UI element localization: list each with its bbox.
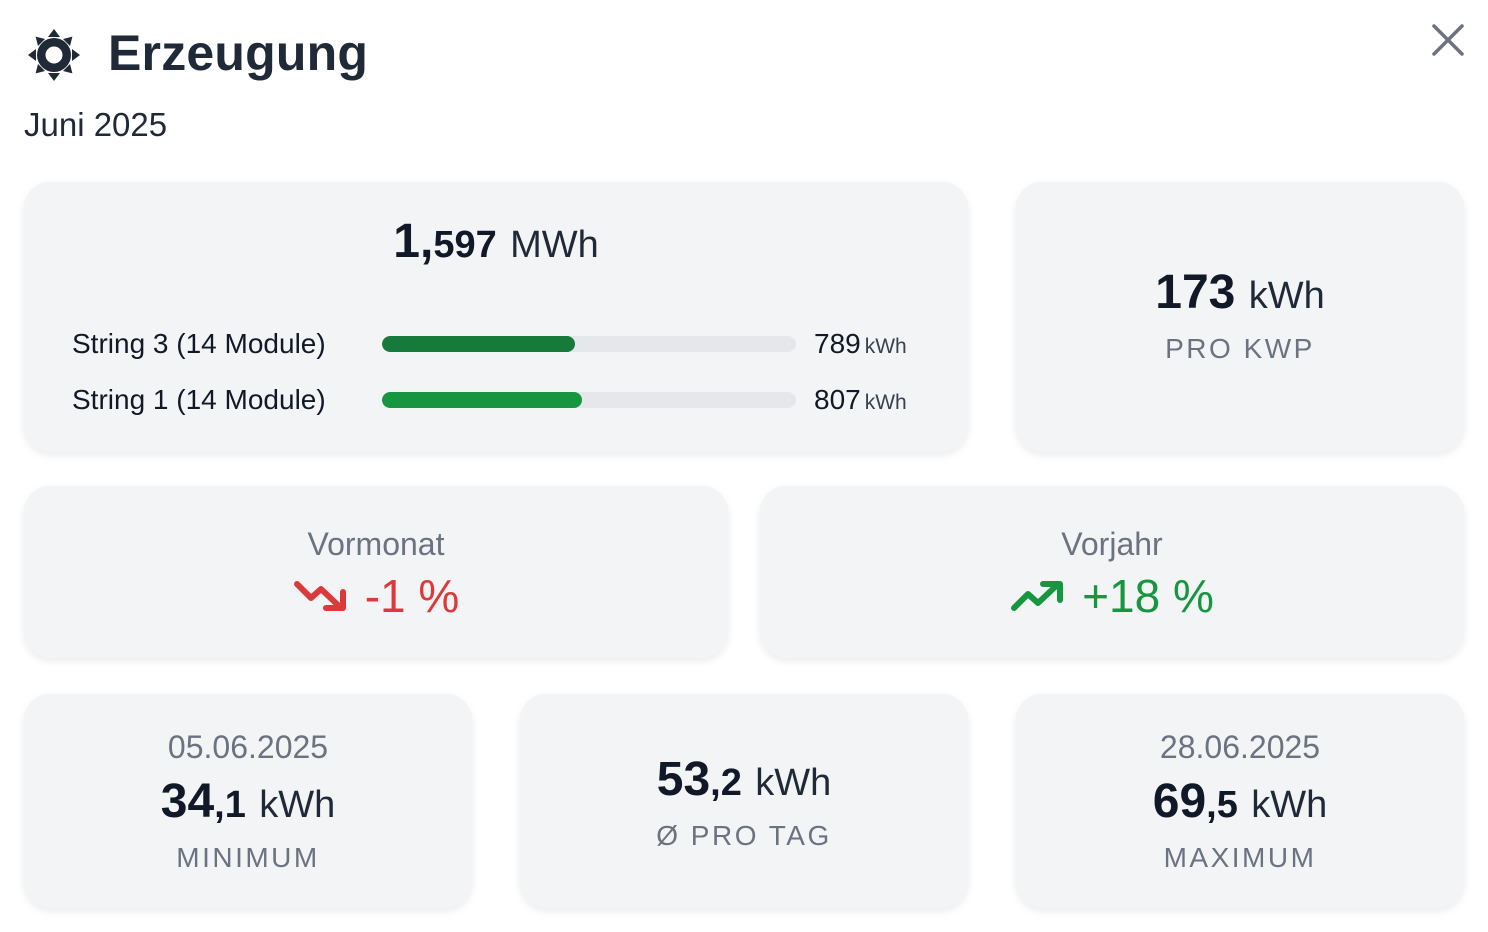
previous-year-card: Vorjahr +18 % [760,486,1464,658]
period-label: Juni 2025 [24,106,168,143]
minimum-card: 05.06.2025 34,1 kWh MINIMUM [24,694,472,908]
previous-month-value: -1 % [364,569,460,622]
per-kwp-caption: PRO KWP [1165,333,1315,364]
previous-month-card: Vormonat -1 % [24,486,728,658]
previous-month-title: Vormonat [307,525,445,562]
total-generation-card: 1,597 MWh String 3 (14 Module) 789 kWh St… [24,182,968,452]
maximum-date: 28.06.2025 [1159,728,1321,765]
minimum-caption: MINIMUM [176,841,320,873]
total-generation-value: 1,597 MWh [393,215,599,268]
string-label: String 3 (14 Module) [72,328,326,359]
string-progress-fill [382,336,575,352]
sun-icon [28,29,80,81]
previous-year-title: Vorjahr [1061,525,1163,562]
minimum-value: 34,1 kWh [160,774,336,828]
previous-year-value: +18 % [1082,569,1214,622]
per-kwp-card: 173 kWh PRO KWP [1016,182,1464,452]
maximum-value: 69,5 kWh [1152,774,1328,828]
string-value: 789 kWh [814,328,907,359]
string-progress-bar [382,392,796,408]
string-row: String 3 (14 Module) 789 kWh [72,324,932,364]
string-label: String 1 (14 Module) [72,384,326,415]
average-value: 53,2 kWh [656,753,832,806]
minimum-date: 05.06.2025 [167,728,329,765]
average-card: 53,2 kWh Ø PRO TAG [520,694,968,908]
per-kwp-value: 173 kWh [1155,266,1325,319]
trending-up-icon [1011,580,1064,611]
close-icon[interactable] [1428,20,1468,60]
trending-down-icon [293,580,346,611]
dialog-title: Erzeugung [108,25,369,81]
string-progress-bar [382,336,796,352]
average-caption: Ø PRO TAG [656,820,832,851]
string-row: String 1 (14 Module) 807 kWh [72,380,932,420]
string-progress-fill [382,392,582,408]
maximum-card: 28.06.2025 69,5 kWh MAXIMUM [1016,694,1464,908]
string-value: 807 kWh [814,384,907,415]
maximum-caption: MAXIMUM [1163,841,1317,873]
